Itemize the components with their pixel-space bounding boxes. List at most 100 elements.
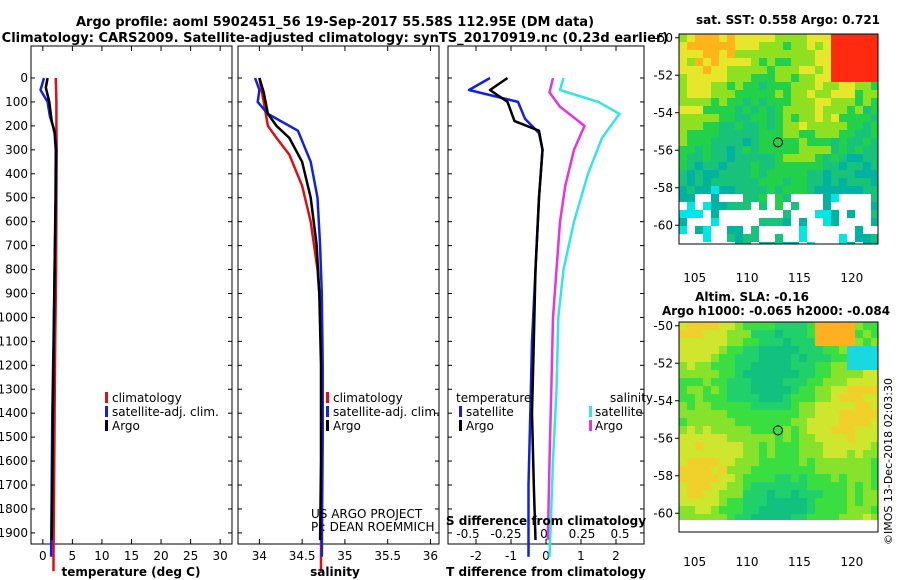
heatmap-cell <box>775 474 783 482</box>
heatmap-cell <box>815 146 823 154</box>
heatmap-cell <box>823 458 831 466</box>
heatmap-cell <box>767 466 775 474</box>
heatmap-cell <box>743 450 751 458</box>
heatmap-cell <box>743 58 751 66</box>
heatmap-cell <box>751 402 759 410</box>
heatmap-cell <box>799 114 807 122</box>
heatmap-cell <box>847 458 855 466</box>
heatmap-cell <box>727 482 735 490</box>
heatmap-cell <box>863 98 871 106</box>
heatmap-cell <box>695 410 703 418</box>
heatmap-cell <box>823 242 831 244</box>
heatmap-cell <box>863 466 871 474</box>
heatmap-cell <box>727 330 735 338</box>
heatmap-cell <box>767 482 775 490</box>
heatmap-cell <box>719 106 727 114</box>
heatmap-cell <box>735 386 743 394</box>
depth-tick-label: 400 <box>5 167 28 181</box>
heatmap-cell <box>775 386 783 394</box>
heatmap-cell <box>807 226 815 234</box>
heatmap-cell <box>871 402 878 410</box>
lat-tick-label: -60 <box>653 218 673 232</box>
heatmap-cell <box>839 186 847 194</box>
heatmap-cell <box>783 466 791 474</box>
heatmap-cell <box>735 98 743 106</box>
heatmap-cell <box>679 354 687 362</box>
heatmap-cell <box>687 98 695 106</box>
heatmap-cell <box>783 194 791 202</box>
heatmap-cell <box>743 50 751 58</box>
heatmap-cell <box>743 338 751 346</box>
heatmap-cell <box>743 170 751 178</box>
heatmap-cell <box>831 370 839 378</box>
lat-tick-label: -54 <box>653 106 673 120</box>
lat-tick-label: -50 <box>653 319 673 333</box>
heatmap-cell <box>799 58 807 66</box>
heatmap-cell <box>847 330 855 338</box>
heatmap-cell <box>871 146 878 154</box>
heatmap-cell <box>847 434 855 442</box>
heatmap-cell <box>855 434 863 442</box>
depth-tick-label: 1100 <box>0 334 28 348</box>
heatmap-cell <box>807 130 815 138</box>
heatmap-cell <box>743 138 751 146</box>
heatmap-cell <box>799 450 807 458</box>
s-difference-axis-label: S difference from climatology <box>446 514 646 528</box>
heatmap-cell <box>807 362 815 370</box>
heatmap-cell <box>735 322 743 330</box>
heatmap-cell <box>727 210 735 218</box>
x-tick-label: 0 <box>542 549 550 563</box>
heatmap-cell <box>823 226 831 234</box>
heatmap-cell <box>807 210 815 218</box>
heatmap-cell <box>743 498 751 506</box>
heatmap-cell <box>687 74 695 82</box>
heatmap-cell <box>695 130 703 138</box>
heatmap-cell <box>735 42 743 50</box>
heatmap-cell <box>815 322 823 330</box>
heatmap-cell <box>767 130 775 138</box>
heatmap-cell <box>791 378 799 386</box>
heatmap-cell <box>871 42 878 50</box>
heatmap-cell <box>791 58 799 66</box>
heatmap-cell <box>735 210 743 218</box>
heatmap-cell <box>871 498 878 506</box>
heatmap-cell <box>863 394 871 402</box>
heatmap-cell <box>855 322 863 330</box>
heatmap-cell <box>855 114 863 122</box>
heatmap-cell <box>863 506 871 514</box>
x-tick-label: 34 <box>252 549 267 563</box>
heatmap-cell <box>695 394 703 402</box>
heatmap-cell <box>703 130 711 138</box>
heatmap-cell <box>687 154 695 162</box>
heatmap-cell <box>703 82 711 90</box>
heatmap-cell <box>823 450 831 458</box>
heatmap-cell <box>759 122 767 130</box>
heatmap-cell <box>831 138 839 146</box>
heatmap-cell <box>823 98 831 106</box>
heatmap-cell <box>743 186 751 194</box>
heatmap-cell <box>799 162 807 170</box>
heatmap-cell <box>719 218 727 226</box>
heatmap-cell <box>767 474 775 482</box>
heatmap-cell <box>863 42 871 50</box>
heatmap-cell <box>871 418 878 426</box>
temperature-axis-label: temperature (deg C) <box>62 565 201 579</box>
heatmap-cell <box>839 474 847 482</box>
legend-title-temperature: temperature <box>456 391 531 405</box>
heatmap-cell <box>711 98 719 106</box>
heatmap-cell <box>735 362 743 370</box>
heatmap-cell <box>815 474 823 482</box>
heatmap-cell <box>687 338 695 346</box>
heatmap-cell <box>799 42 807 50</box>
heatmap-cell <box>871 338 878 346</box>
heatmap-cell <box>807 394 815 402</box>
heatmap-cell <box>791 402 799 410</box>
heatmap-cell <box>751 234 759 242</box>
heatmap-cell <box>687 434 695 442</box>
s-diff-tick-label: 0.25 <box>569 527 596 541</box>
heatmap-cell <box>847 146 855 154</box>
heatmap-cell <box>847 178 855 186</box>
heatmap-cell <box>711 218 719 226</box>
heatmap-cell <box>711 90 719 98</box>
legend-label-climatology: climatology <box>112 391 182 405</box>
